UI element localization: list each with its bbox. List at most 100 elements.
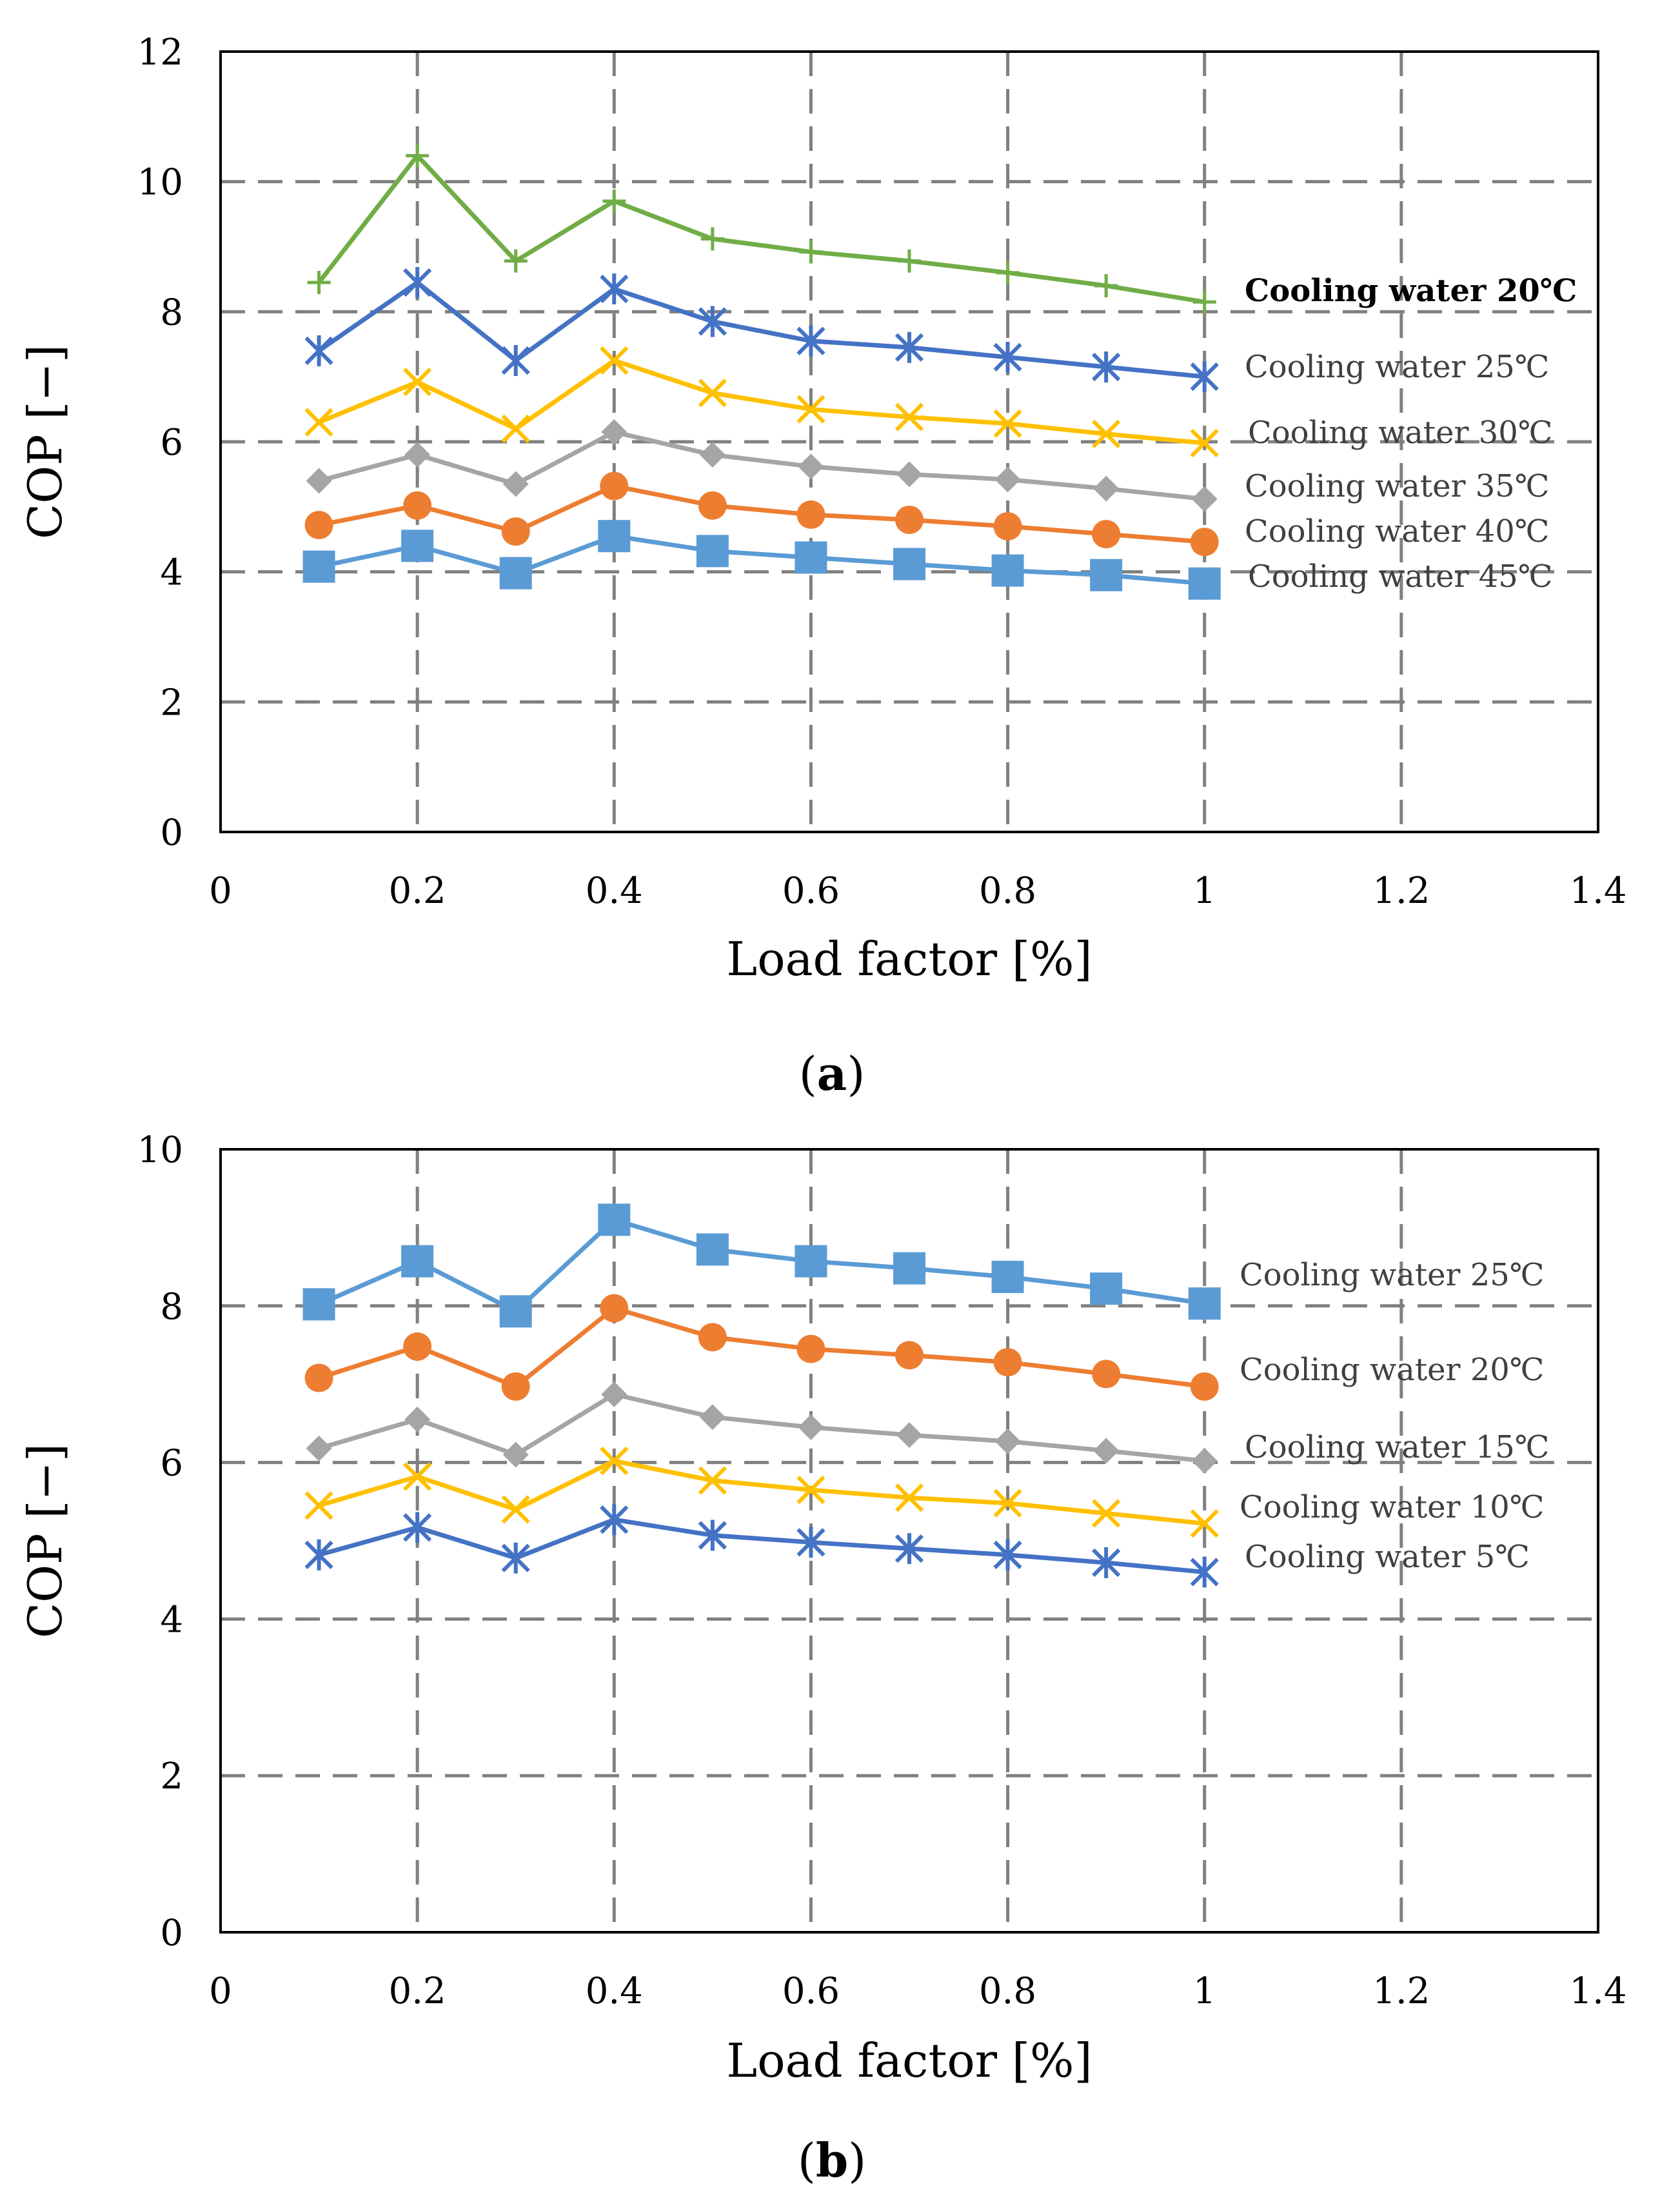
data-point-0-3-7 (994, 466, 1021, 493)
data-point-0-0-4 (700, 227, 724, 251)
y-tick-label: 6 (160, 1443, 183, 1485)
x-tick-label: 0.8 (979, 870, 1036, 912)
data-point-1-0-0 (302, 1288, 335, 1321)
data-point-0-4-1 (403, 491, 432, 520)
series-line (317, 153, 1205, 304)
series-label: Cooling water 20℃ (1240, 1352, 1545, 1388)
data-point-1-3-0 (304, 1491, 333, 1520)
data-point-0-4-9 (1190, 528, 1219, 557)
data-point-0-2-8 (1092, 419, 1121, 449)
data-point-0-5-2 (499, 557, 532, 589)
series-label: Cooling water 10℃ (1240, 1489, 1545, 1525)
data-point-1-2-8 (1093, 1438, 1120, 1464)
data-point-1-3-8 (1092, 1499, 1121, 1528)
data-point-1-2-3 (601, 1381, 628, 1407)
series-label: Cooling water 40℃ (1245, 513, 1550, 549)
data-point-0-2-5 (796, 395, 825, 424)
series-line (317, 280, 1205, 379)
y-tick-label: 0 (160, 1912, 183, 1954)
data-point-0-1-8 (1092, 351, 1121, 383)
data-point-1-1-8 (1092, 1360, 1121, 1389)
x-tick-label: 0.8 (979, 1970, 1036, 2012)
series-line (318, 1217, 1205, 1314)
caption-letter: b (816, 2133, 848, 2188)
data-point-1-2-9 (1191, 1448, 1218, 1474)
x-tick-label: 1.4 (1569, 1970, 1626, 2012)
data-point-0-2-4 (698, 379, 727, 408)
data-point-1-1-4 (698, 1323, 727, 1352)
caption-paren-open: ( (798, 2133, 816, 2188)
y-tick-label: 4 (160, 1599, 183, 1641)
x-tick-label: 0.4 (586, 870, 643, 912)
data-point-1-3-3 (600, 1447, 629, 1476)
data-point-0-5-5 (795, 541, 827, 574)
series-Cooling water 35℃ (306, 419, 1218, 512)
data-point-0-1-9 (1190, 361, 1219, 393)
data-point-0-5-8 (1090, 559, 1123, 591)
series-line (318, 1517, 1205, 1575)
series-line (318, 358, 1205, 446)
x-tick-label: 1 (1193, 1970, 1216, 2012)
data-point-0-3-6 (896, 461, 922, 488)
y-tick-label: 6 (160, 422, 183, 464)
data-point-0-1-4 (698, 306, 727, 337)
data-point-0-4-4 (698, 491, 727, 520)
series-label: Cooling water 35℃ (1245, 468, 1550, 504)
data-point-1-3-9 (1190, 1509, 1219, 1538)
data-point-1-4-9 (1190, 1556, 1219, 1588)
series-label: Cooling water 45℃ (1248, 559, 1553, 595)
series-label: Cooling water 20℃ (1245, 273, 1577, 309)
x-tick-label: 0 (209, 1970, 232, 2012)
y-tick-label: 2 (160, 1756, 183, 1797)
series-label: Cooling water 30℃ (1248, 415, 1553, 451)
data-point-1-0-7 (991, 1260, 1024, 1293)
y-tick-label: 4 (160, 552, 183, 594)
data-point-1-3-7 (993, 1489, 1022, 1518)
caption-letter: a (817, 1046, 847, 1101)
series-label: Cooling water 25℃ (1240, 1257, 1545, 1293)
data-point-1-3-5 (796, 1475, 825, 1505)
plot-area-frame (219, 50, 1599, 833)
data-point-1-2-4 (699, 1404, 726, 1430)
data-point-1-1-9 (1190, 1372, 1219, 1401)
data-point-1-1-0 (304, 1363, 333, 1392)
data-point-1-4-1 (403, 1512, 432, 1543)
data-point-0-5-4 (696, 535, 729, 568)
data-point-0-3-9 (1191, 486, 1218, 512)
chart-a: 0 2 4 6 8 10 12 0 0.2 0.4 0.6 0.8 1 1.2 1.4 Load factor… (18, 32, 1627, 1101)
data-point-1-1-1 (403, 1332, 432, 1361)
data-point-1-4-6 (894, 1533, 924, 1565)
data-point-1-1-7 (993, 1348, 1022, 1377)
data-point-1-0-8 (1090, 1272, 1123, 1305)
x-tick-label: 0 (209, 870, 232, 912)
data-point-1-1-3 (600, 1294, 629, 1323)
data-point-0-3-2 (502, 471, 529, 497)
data-point-0-4-0 (304, 511, 333, 540)
y-axis-title: COP [−] (18, 344, 72, 539)
y-tick-label: 10 (137, 162, 183, 204)
data-point-1-1-6 (895, 1341, 924, 1370)
x-tick-label: 1.2 (1372, 1970, 1430, 2012)
gridlines (221, 1149, 1598, 1932)
data-point-0-1-7 (993, 341, 1022, 373)
data-point-0-0-5 (799, 240, 823, 264)
x-axis-title: Load factor [%] (726, 932, 1092, 986)
data-point-1-0-5 (795, 1245, 827, 1278)
data-point-0-5-6 (893, 548, 925, 580)
series-line (318, 430, 1205, 502)
y-tick-label: 12 (137, 32, 183, 74)
data-point-1-2-5 (798, 1414, 824, 1440)
series-line (318, 1458, 1205, 1526)
series-Cooling water 45℃ (302, 520, 1221, 600)
data-point-0-0-8 (1094, 274, 1118, 297)
data-point-0-4-2 (501, 517, 530, 546)
series-Cooling water 25℃ (304, 266, 1219, 393)
series-line (318, 533, 1205, 586)
data-point-0-2-2 (501, 414, 530, 443)
data-point-1-2-7 (994, 1428, 1021, 1454)
data-point-1-2-1 (404, 1406, 431, 1432)
data-point-0-0-9 (1192, 290, 1216, 314)
data-point-1-4-8 (1092, 1547, 1121, 1578)
series-Cooling water 25℃ (302, 1203, 1221, 1328)
